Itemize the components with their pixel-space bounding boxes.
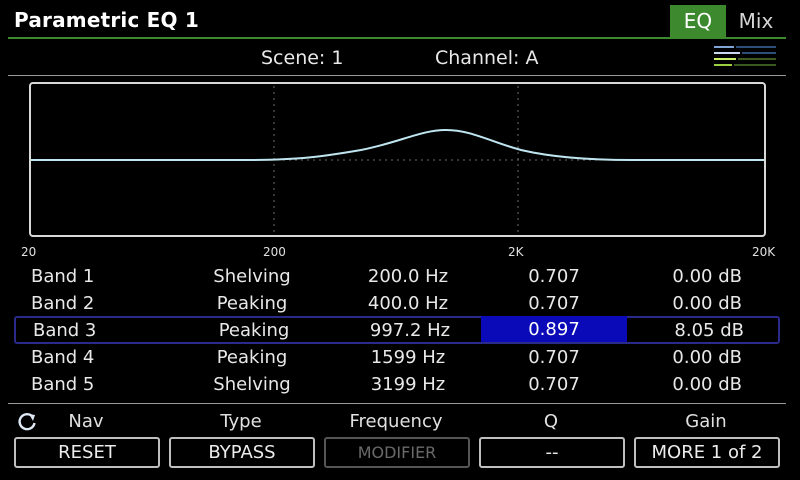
band-name: Band 3: [33, 319, 97, 341]
page-title: Parametric EQ 1: [14, 8, 200, 32]
axis-label-2k: 2K: [508, 245, 524, 259]
bypass-button[interactable]: BYPASS: [169, 437, 315, 468]
more-button[interactable]: MORE 1 of 2: [634, 437, 780, 468]
modifier-button[interactable]: MODIFIER: [324, 437, 470, 468]
footer-divider: [8, 403, 786, 404]
scene-label: Scene: 1: [261, 47, 344, 69]
band-gain: 0.00 dB: [672, 292, 742, 314]
tab-eq[interactable]: EQ: [670, 5, 726, 37]
band-q: 0.707: [528, 265, 580, 287]
level-meter-icon: [714, 44, 778, 72]
band-frequency: 997.2 Hz: [369, 319, 451, 341]
band-name: Band 4: [31, 346, 95, 368]
band-type: Peaking: [216, 292, 288, 314]
band-frequency: 200.0 Hz: [367, 265, 449, 287]
band-frequency: 400.0 Hz: [367, 292, 449, 314]
knob-label-gain: Gain: [685, 411, 727, 432]
band-frequency: 1599 Hz: [370, 346, 446, 368]
band-type: Shelving: [213, 265, 291, 287]
band-gain: 0.00 dB: [672, 346, 742, 368]
eq-curve: [31, 128, 764, 161]
knob-label-type: Type: [220, 411, 262, 432]
band-gain: 0.00 dB: [672, 373, 742, 395]
header-divider: [8, 37, 786, 39]
channel-label: Channel: A: [435, 47, 539, 69]
band-name: Band 5: [31, 373, 95, 395]
band-q: 0.707: [528, 292, 580, 314]
axis-label-200: 200: [263, 245, 286, 259]
band-type: Peaking: [218, 319, 290, 341]
axis-label-20: 20: [21, 245, 37, 259]
knob-label-q: Q: [543, 411, 559, 432]
band-row-3[interactable]: Band 3 Peaking 997.2 Hz 0.897 8.05 dB: [14, 316, 780, 344]
q-soft-button[interactable]: --: [479, 437, 625, 468]
scene-divider: [8, 75, 786, 76]
rotate-knob-icon: [16, 411, 38, 437]
band-q: 0.707: [528, 373, 580, 395]
eq-response-graph[interactable]: [29, 82, 766, 237]
band-row-5[interactable]: Band 5 Shelving 3199 Hz 0.707 0.00 dB: [14, 371, 780, 397]
band-row-2[interactable]: Band 2 Peaking 400.0 Hz 0.707 0.00 dB: [14, 290, 780, 316]
band-row-1[interactable]: Band 1 Shelving 200.0 Hz 0.707 0.00 dB: [14, 263, 780, 289]
band-q: 0.707: [528, 346, 580, 368]
tab-mix[interactable]: Mix: [738, 9, 774, 33]
band-gain: 8.05 dB: [674, 319, 744, 341]
band-row-4[interactable]: Band 4 Peaking 1599 Hz 0.707 0.00 dB: [14, 344, 780, 370]
axis-label-20k: 20K: [752, 245, 776, 259]
band-frequency: 3199 Hz: [370, 373, 446, 395]
band-q-selected[interactable]: 0.897: [481, 316, 627, 342]
knob-label-nav: Nav: [68, 411, 104, 432]
knob-label-frequency: Frequency: [349, 411, 443, 432]
band-type: Shelving: [213, 373, 291, 395]
band-name: Band 1: [31, 265, 95, 287]
band-gain: 0.00 dB: [672, 265, 742, 287]
band-name: Band 2: [31, 292, 95, 314]
band-type: Peaking: [216, 346, 288, 368]
reset-button[interactable]: RESET: [14, 437, 160, 468]
